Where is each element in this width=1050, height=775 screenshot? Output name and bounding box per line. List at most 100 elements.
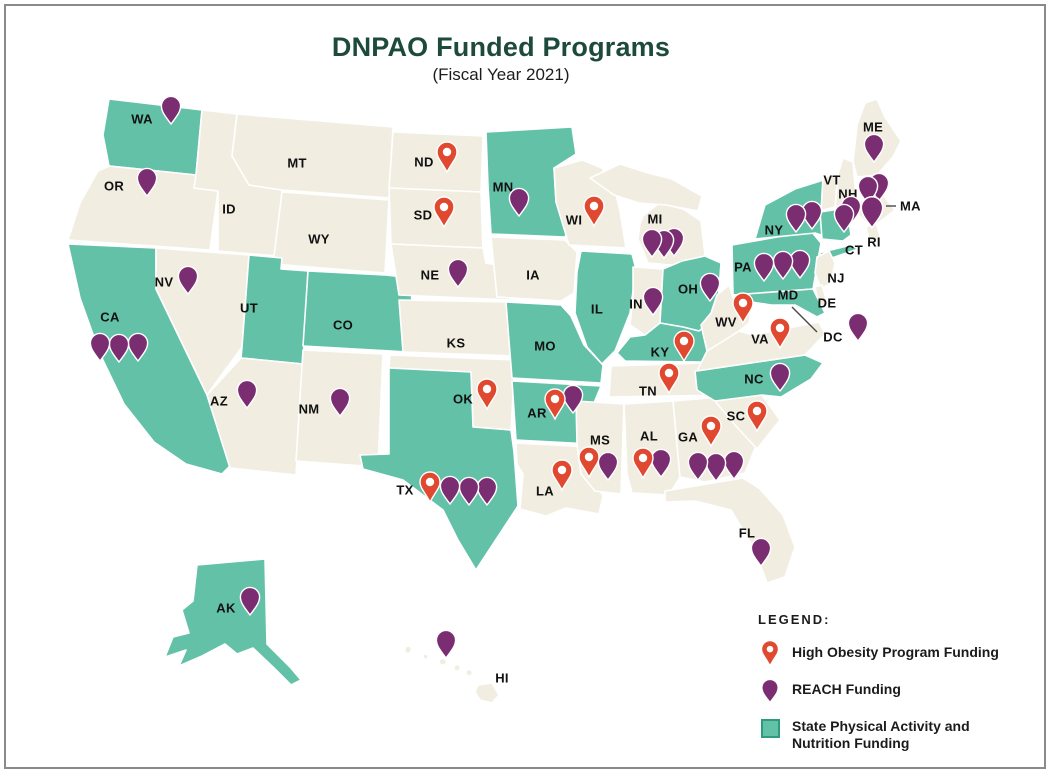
legend-label-span: State Physical Activity and Nutrition Fu… [792,718,970,752]
state-label-WI: WI [566,213,582,228]
page-subtitle: (Fiscal Year 2021) [432,65,570,84]
state-label-MI: MI [647,212,662,227]
state-label-MS: MS [590,433,610,448]
pin-reach-PA-2 [772,250,794,281]
pin-reach-OR-1 [136,167,158,198]
state-SD [388,187,484,249]
state-label-WV: WV [715,315,737,330]
state-label-KS: KS [447,336,466,351]
pin-reach-TX-2 [458,476,480,507]
state-NV [155,247,250,396]
legend-item-reach: REACH Funding [758,677,1044,703]
pin-high-obesity-WV-1 [732,292,754,325]
reach-pin-icon [762,680,778,702]
state-label-HI: HI [495,671,509,686]
pin-reach-AK-1 [239,586,261,617]
page-title: DNPAO Funded Programs [331,32,671,62]
pin-high-obesity-TN-1 [658,362,680,395]
state-label-MA: MA [900,199,921,214]
leader-line-DC [791,306,818,333]
pin-reach-MI-3 [641,228,663,259]
state-label-ID: ID [222,202,236,217]
state-HI-part4 [465,668,474,677]
state-label-NY: NY [765,223,784,238]
pin-reach-HI-1 [435,629,457,660]
state-ND [388,131,484,193]
pin-reach-MA-4 [833,203,855,234]
state-label-MD: MD [778,288,799,303]
state-label-OK: OK [453,392,473,407]
state-label-WY: WY [308,232,330,247]
pin-high-obesity-MS-2 [578,446,600,479]
state-MI-part1 [589,163,703,212]
state-label-LA: LA [536,484,554,499]
state-MO [505,301,604,384]
pin-reach-NC-1 [769,362,791,393]
state-label-NM: NM [299,402,320,417]
pin-reach-CA-3 [89,332,111,363]
legend: LEGEND: High Obesity Program Funding REA… [758,612,1044,763]
state-label-AR: AR [527,406,547,421]
state-label-MT: MT [287,156,306,171]
state-label-TX: TX [396,483,413,498]
state-HI-part2 [438,657,448,666]
state-label-CT: CT [845,243,863,258]
state-HI-part3 [453,663,462,672]
pin-high-obesity-VA-1 [769,317,791,350]
pin-reach-PA-3 [753,252,775,283]
pin-reach-CA-2 [108,333,130,364]
state-label-NE: NE [421,268,440,283]
pin-reach-NE-1 [447,258,469,289]
pin-reach-ME-1 [863,133,885,164]
state-FL [664,477,796,584]
high-obesity-pin-icon [762,641,778,665]
pin-high-obesity-AL-2 [632,447,654,480]
state-AK [164,558,302,686]
state-TX [359,367,519,571]
pin-high-obesity-SD-1 [433,196,455,229]
state-label-DE: DE [818,296,837,311]
state-label-AK: AK [216,601,236,616]
state-label-TN: TN [639,384,657,399]
pin-high-obesity-WI-1 [583,195,605,228]
state-IA [490,236,578,302]
title-block: DNPAO Funded Programs (Fiscal Year 2021) [6,32,996,85]
pin-reach-OH-1 [699,272,721,303]
legend-item-span: State Physical Activity and Nutrition Fu… [758,714,1044,752]
state-MT [231,113,394,199]
state-label-MN: MN [493,180,514,195]
map-figure: WA OR CA NV ID MT WY UT CO AZ NM ND SD NE KS OK TX MN IA MO… [4,4,1046,769]
state-label-IL: IL [591,302,603,317]
us-map: WA OR CA NV ID MT WY UT CO AZ NM ND SD NE KS OK TX MN IA MO… [67,95,921,704]
pin-reach-NM-1 [329,387,351,418]
state-VA [696,321,826,372]
state-label-UT: UT [240,301,258,316]
state-label-SC: SC [727,409,746,424]
state-label-NC: NC [744,372,764,387]
pin-reach-GA-1 [723,450,745,481]
state-label-VA: VA [751,332,769,347]
pin-reach-MN-1 [508,187,530,218]
state-label-SD: SD [414,208,433,223]
state-HI-part5 [474,682,500,704]
legend-label-reach: REACH Funding [792,681,901,697]
state-label-KY: KY [651,345,670,360]
pin-high-obesity-KY-1 [673,330,695,363]
legend-label-high-obesity: High Obesity Program Funding [792,644,999,660]
state-label-OH: OH [678,282,698,297]
pin-reach-GA-3 [687,451,709,482]
legend-item-high-obesity: High Obesity Program Funding [758,640,1044,666]
pin-reach-AZ-1 [236,379,258,410]
state-label-WA: WA [131,112,153,127]
pin-high-obesity-OK-1 [476,378,498,411]
state-label-RI: RI [867,235,881,250]
state-label-NV: NV [155,275,174,290]
state-label-IN: IN [629,297,643,312]
state-label-IA: IA [526,268,540,283]
state-label-GA: GA [678,430,698,445]
pin-high-obesity-AR-2 [544,388,566,421]
pin-reach-CA-1 [127,332,149,363]
pin-reach-NY-2 [785,203,807,234]
state-NJ [814,250,836,290]
pin-high-obesity-GA-4 [700,415,722,448]
